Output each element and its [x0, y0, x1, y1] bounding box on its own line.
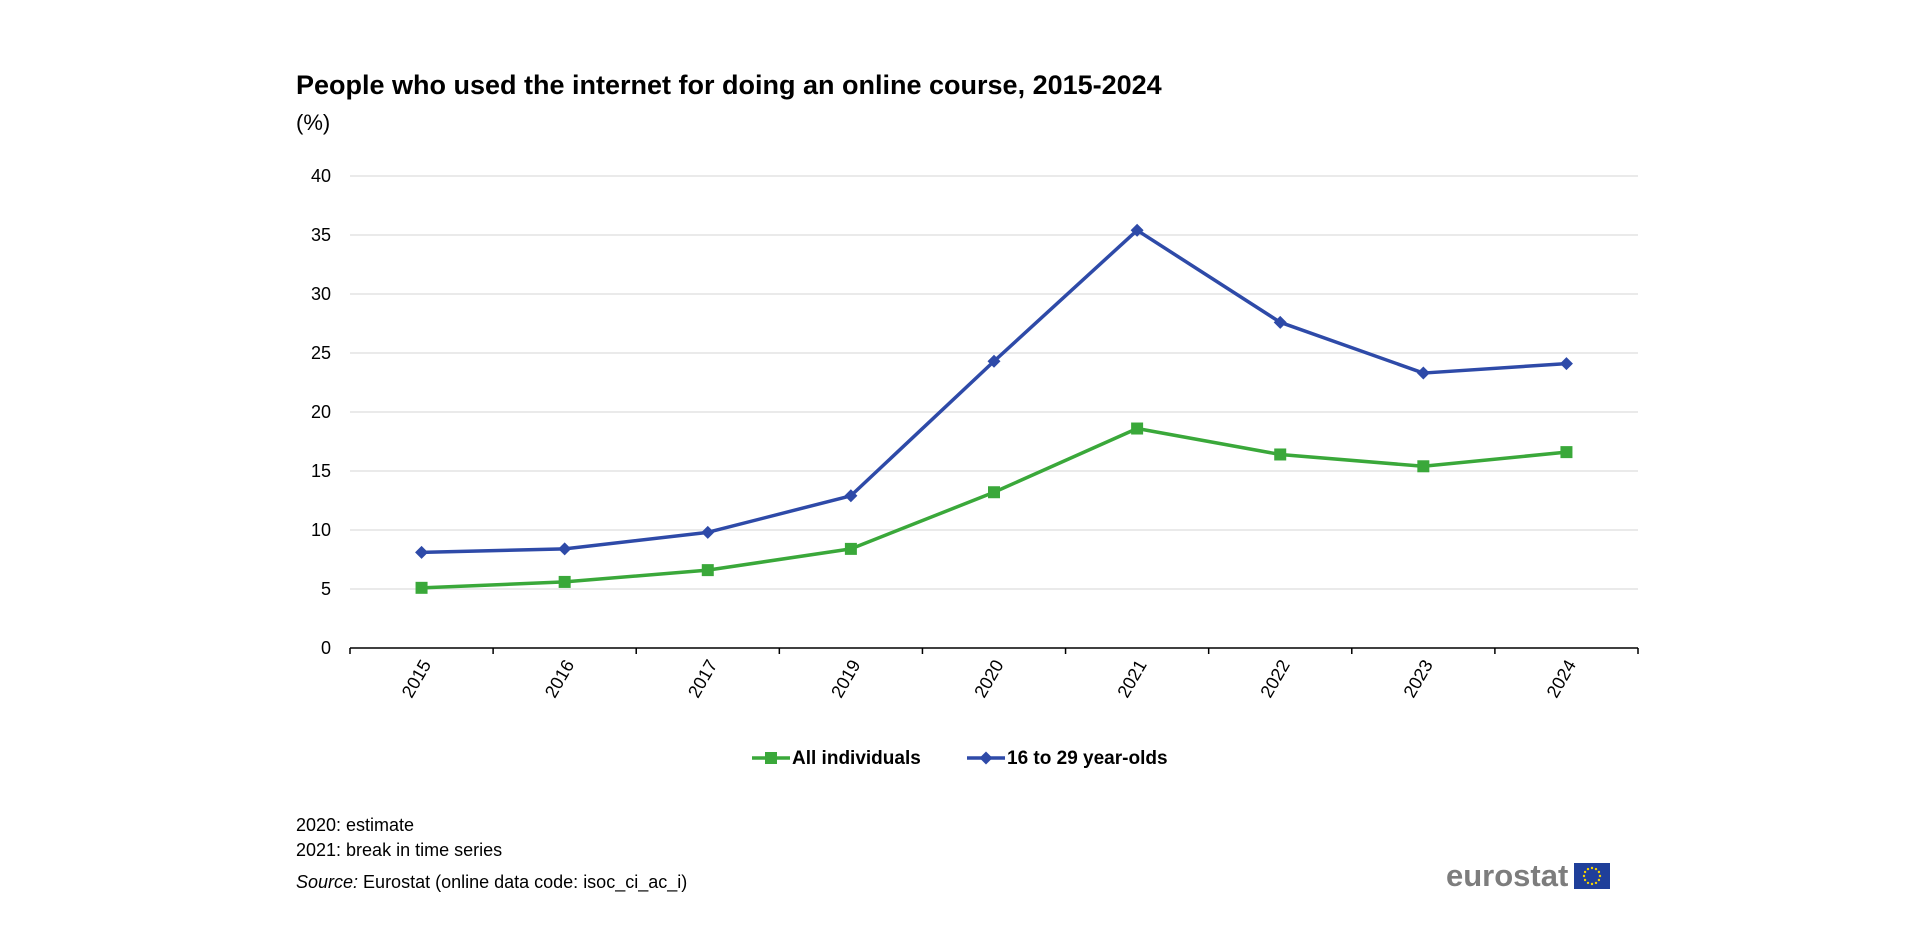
data-point	[415, 545, 429, 559]
y-tick-label: 15	[311, 461, 331, 481]
chart-title: People who used the internet for doing a…	[296, 70, 1162, 100]
legend-marker	[979, 751, 993, 765]
legend-item-16-29: 16 to 29 year-olds	[967, 748, 1168, 769]
legend-label: 16 to 29 year-olds	[1007, 748, 1168, 769]
data-point	[1274, 448, 1287, 461]
data-point	[1130, 223, 1144, 237]
legend-label: All individuals	[792, 748, 921, 769]
data-point	[988, 486, 1000, 499]
x-tick-label: 2020	[970, 656, 1007, 701]
source-line: Source: Eurostat (online data code: isoc…	[296, 872, 687, 893]
x-tick-label: 2021	[1113, 656, 1150, 701]
flag-star	[1598, 870, 1601, 874]
data-point	[1273, 315, 1287, 329]
flag-star	[1595, 881, 1598, 885]
y-tick-label: 35	[311, 225, 331, 245]
data-point	[1559, 357, 1573, 371]
x-tick-label: 2019	[827, 656, 864, 701]
data-point	[558, 575, 571, 588]
flag-star	[1584, 870, 1587, 874]
flag-star	[1587, 881, 1590, 885]
chart-unit: (%)	[296, 110, 331, 135]
data-point	[1417, 460, 1430, 473]
x-tick-label: 2024	[1543, 656, 1580, 701]
x-tick-label: 2022	[1256, 656, 1293, 701]
series-line-all-individuals	[421, 426, 1567, 590]
flag-star	[1591, 866, 1594, 870]
data-point	[844, 489, 858, 503]
footnote-estimate: 2020: estimate	[296, 815, 415, 835]
source-text: Eurostat (online data code: isoc_ci_ac_i…	[358, 872, 688, 892]
legend-item-all-individuals: All individuals	[752, 748, 921, 769]
flag-star	[1591, 882, 1594, 886]
flag-star	[1584, 878, 1587, 882]
eurostat-wordmark: eurostat	[1446, 858, 1569, 893]
flag-star	[1583, 874, 1586, 878]
data-point	[701, 564, 714, 577]
flag-star	[1595, 867, 1598, 871]
data-point	[1560, 446, 1573, 459]
data-point	[844, 542, 857, 555]
data-point	[558, 542, 572, 556]
source-label: Source:	[296, 872, 359, 892]
flag-star	[1598, 878, 1601, 882]
y-tick-label: 30	[311, 284, 331, 304]
y-tick-label: 5	[321, 579, 331, 599]
y-tick-label: 20	[311, 402, 331, 422]
legend-marker	[765, 752, 777, 764]
footnote-break: 2021: break in time series	[296, 840, 503, 860]
x-tick-label: 2023	[1400, 656, 1437, 701]
y-tick-label: 10	[311, 520, 331, 540]
y-tick-label: 25	[311, 343, 331, 363]
data-point	[701, 525, 715, 539]
y-tick-label: 40	[311, 166, 331, 186]
x-tick-label: 2016	[541, 656, 578, 701]
eu-flag-icon	[1574, 863, 1611, 889]
series-line-16-29	[421, 228, 1567, 555]
data-point	[1416, 366, 1430, 380]
data-point	[1131, 422, 1144, 435]
y-tick-label: 0	[321, 638, 331, 658]
x-tick-label: 2015	[398, 656, 435, 701]
eurostat-logo: eurostat	[1446, 858, 1611, 894]
x-tick-label: 2017	[684, 656, 721, 701]
flag-star	[1587, 867, 1590, 871]
flag-star	[1599, 874, 1602, 878]
data-point	[415, 581, 428, 594]
data-point	[987, 354, 1001, 368]
